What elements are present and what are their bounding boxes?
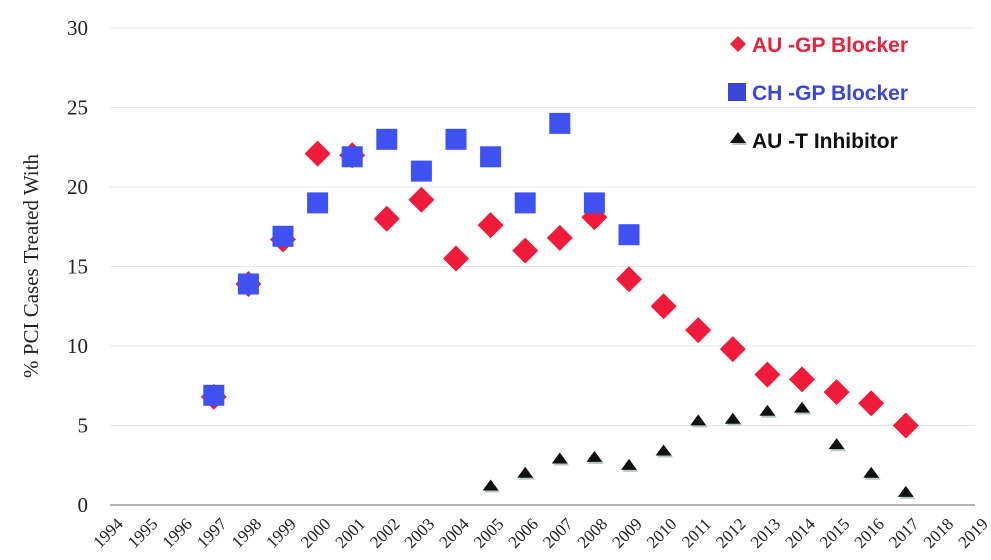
x-tick-label: 2012 — [712, 514, 749, 551]
x-tick-label: 2006 — [505, 514, 542, 551]
x-tick-label: 2001 — [332, 514, 369, 551]
diamond-point — [650, 293, 677, 320]
legend-item: AU -GP Blocker — [730, 34, 908, 57]
x-tick-label: 1994 — [89, 514, 127, 552]
y-tick-label: 30 — [67, 16, 88, 40]
x-tick-label: 2015 — [816, 514, 853, 551]
x-tick-labels: 1994199519961997199819992000200120022003… — [89, 514, 991, 552]
y-tick-label: 25 — [67, 96, 88, 120]
legend: AU -GP Blocker CH -GP Blocker AU -T Inhibi… — [728, 34, 908, 153]
legend-square-icon — [728, 83, 746, 101]
square-point — [203, 384, 225, 406]
series-2 — [203, 112, 640, 406]
square-point — [272, 225, 294, 247]
series-3 — [482, 401, 916, 499]
legend-triangle-icon — [730, 132, 746, 143]
x-tick-label: 2002 — [366, 514, 403, 551]
legend-label: AU -T Inhibitor — [752, 130, 898, 153]
square-point — [307, 192, 329, 214]
legend-item: CH -GP Blocker — [728, 82, 908, 105]
y-tick-label: 10 — [67, 334, 88, 358]
y-tick-label: 15 — [67, 255, 88, 279]
triangle-point — [759, 404, 776, 416]
x-tick-label: 2018 — [920, 514, 957, 551]
x-tick-label: 2008 — [574, 514, 611, 551]
x-tick-label: 1998 — [228, 514, 265, 551]
diamond-point — [754, 361, 781, 388]
diamond-point — [408, 186, 435, 213]
x-tick-label: 1999 — [262, 514, 299, 551]
square-point — [549, 112, 571, 134]
square-point — [583, 192, 605, 214]
legend-item: AU -T Inhibitor — [730, 130, 898, 153]
x-tick-label: 1997 — [193, 514, 231, 552]
diamond-point — [858, 390, 885, 417]
triangle-point — [621, 458, 637, 470]
x-tick-label: 2009 — [608, 514, 645, 551]
x-tick-label: 2017 — [885, 514, 923, 552]
diamond-point — [546, 224, 573, 251]
x-tick-label: 2019 — [954, 514, 991, 551]
x-tick-label: 2004 — [435, 514, 473, 552]
triangle-point — [551, 452, 568, 464]
diamond-point — [685, 317, 712, 344]
x-tick-label: 2005 — [470, 514, 507, 551]
x-tick-label: 2014 — [781, 514, 819, 552]
triangle-point — [690, 414, 707, 426]
x-tick-label: 1996 — [159, 514, 196, 551]
y-tick-labels: 0 5 10 15 20 25 30 — [67, 16, 88, 517]
y-tick-label: 5 — [78, 414, 89, 438]
square-point — [237, 273, 259, 295]
y-axis-label: % PCI Cases Treated With — [19, 154, 43, 378]
diamond-point — [823, 379, 850, 406]
legend-label: AU -GP Blocker — [752, 34, 908, 57]
diamond-point — [304, 140, 331, 167]
legend-label: CH -GP Blocker — [752, 82, 908, 105]
square-point — [480, 146, 502, 168]
x-tick-label: 2016 — [851, 514, 888, 551]
triangle-point — [794, 401, 810, 413]
square-point — [376, 128, 398, 150]
x-tick-label: 2000 — [297, 514, 334, 551]
diamond-point — [616, 266, 642, 293]
diamond-point — [373, 205, 400, 232]
x-tick-label: 2007 — [539, 514, 577, 552]
legend-diamond-icon — [730, 36, 746, 52]
x-tick-label: 2011 — [678, 514, 715, 551]
triangle-point — [897, 485, 914, 497]
y-tick-label: 20 — [67, 175, 88, 199]
diamond-point — [789, 366, 815, 393]
square-point — [514, 192, 536, 214]
x-tick-label: 2013 — [747, 514, 784, 551]
triangle-point — [655, 444, 672, 456]
triangle-point — [517, 466, 534, 478]
data-marks — [200, 112, 919, 499]
x-tick-label: 2010 — [643, 514, 680, 551]
diamond-point — [477, 212, 504, 239]
triangle-point — [586, 450, 603, 462]
triangle-point — [863, 466, 880, 478]
triangle-point — [724, 412, 741, 424]
series-1 — [200, 140, 919, 439]
triangle-point — [828, 438, 845, 450]
x-tick-label: 2003 — [401, 514, 438, 551]
diamond-point — [512, 237, 539, 264]
triangle-point — [482, 479, 499, 491]
square-point — [410, 160, 432, 182]
square-point — [445, 128, 467, 150]
diamond-point — [892, 412, 919, 439]
diamond-point — [443, 245, 469, 272]
x-tick-label: 1995 — [124, 514, 161, 551]
grid-lines — [110, 27, 975, 426]
y-tick-label: 0 — [78, 493, 89, 517]
square-point — [341, 146, 363, 168]
square-point — [618, 224, 640, 246]
diamond-point — [719, 336, 746, 363]
